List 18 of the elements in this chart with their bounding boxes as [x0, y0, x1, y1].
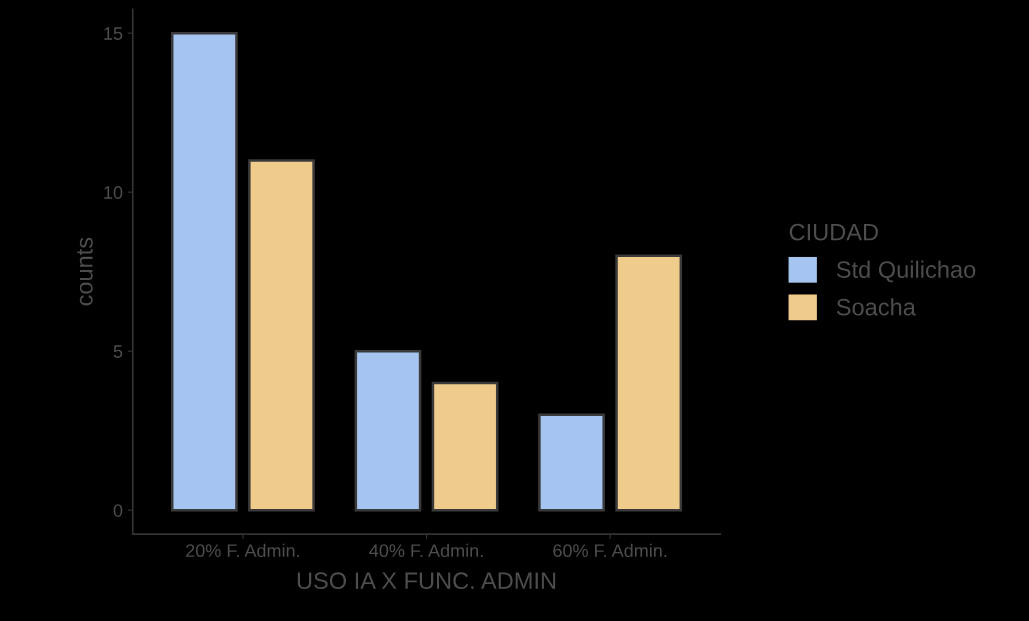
y-tick-label: 5: [113, 345, 123, 358]
bar: [538, 413, 605, 512]
y-tick-label: 15: [104, 27, 123, 40]
bar: [170, 31, 238, 512]
x-axis-title: USO IA X FUNC. ADMIN: [297, 572, 556, 590]
x-tick-label: 20% F. Admin.: [186, 543, 299, 558]
legend-title: CIUDAD: [789, 223, 878, 241]
x-tick-label: 60% F. Admin.: [553, 543, 667, 558]
y-axis-title: counts: [77, 237, 93, 306]
x-tick-label: 40% F. Admin.: [369, 543, 483, 558]
bar: [248, 159, 315, 512]
y-tick-label: 10: [104, 186, 123, 199]
bar: [431, 381, 499, 512]
legend-label: Std Quilichao: [836, 260, 976, 283]
legend-label: Soacha: [836, 298, 916, 316]
bar: [354, 349, 422, 512]
y-tick-label: 0: [113, 504, 123, 517]
bar: [615, 254, 683, 512]
